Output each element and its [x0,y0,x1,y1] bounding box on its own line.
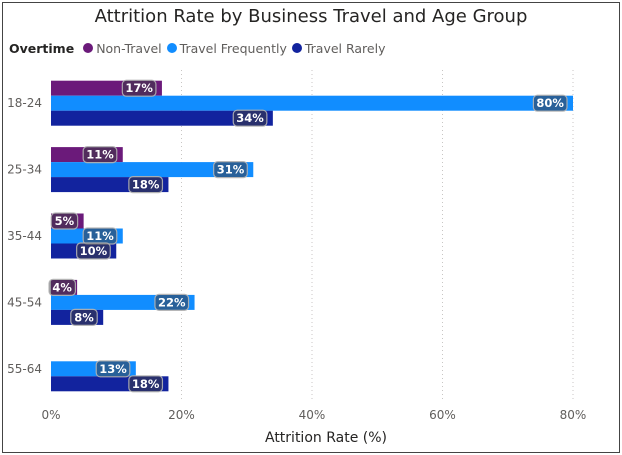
data-label: 18% [132,377,160,391]
data-label: 11% [86,229,114,243]
gridlines [181,70,574,402]
data-label-box [95,360,131,378]
data-label: 31% [217,163,245,177]
legend-dot-travel-frequently [166,43,177,53]
data-label-box [121,79,157,97]
x-tick-label: 80% [560,408,587,422]
data-labels: 17%80%34%11%31%18%5%11%10%4%22%8%13%18% [48,79,568,393]
data-label-box [48,278,76,296]
data-label-box [128,375,164,393]
data-label: 22% [158,295,186,309]
x-axis: 0% 20% 40% 60% 80% [41,408,586,422]
x-tick-label: 60% [429,408,456,422]
data-label-box [50,212,79,230]
data-label: 17% [125,81,153,95]
legend-item-travel-frequently[interactable]: Travel Frequently [166,40,287,56]
bar-travel-rarely-18-24[interactable] [51,110,273,126]
data-label: 18% [132,178,160,192]
x-tick-label: 20% [168,408,195,422]
data-label-box [532,94,568,112]
bars [51,80,573,392]
data-label: 8% [74,310,94,324]
legend-label-travel-frequently: Travel Frequently [179,40,287,56]
data-label-box [128,176,164,194]
data-label: 80% [536,96,564,110]
y-tick-label: 45-54 [7,295,42,309]
chart-title: Attrition Rate by Business Travel and Ag… [94,6,528,27]
y-tick-label: 25-34 [7,163,42,177]
y-axis: 18-24 25-34 35-44 45-54 55-64 [7,96,42,376]
legend-dot-non-travel [83,43,94,53]
y-tick-label: 35-44 [7,229,42,243]
x-tick-label: 40% [299,408,326,422]
legend-dot-travel-rarely [291,43,302,53]
data-label-box [213,161,248,179]
legend-item-non-travel[interactable]: Non-Travel [83,40,162,56]
legend-title: Overtime [9,40,75,56]
bar-travel-frequently-25-34[interactable] [51,162,254,178]
bar-travel-frequently-18-24[interactable] [51,95,573,111]
data-label: 34% [236,111,264,125]
data-label-box [76,242,111,260]
data-label: 10% [80,244,108,258]
data-label: 13% [99,362,127,376]
x-tick-label: 0% [41,408,60,422]
y-tick-label: 18-24 [7,96,42,110]
x-axis-title: Attrition Rate (%) [265,430,387,446]
data-label-box [232,109,268,127]
legend: Overtime Non-Travel Travel Frequently Tr… [9,40,391,56]
data-label: 5% [55,214,75,228]
data-label: 4% [52,280,72,294]
data-label: 11% [86,148,114,162]
legend-label-travel-rarely: Travel Rarely [304,40,386,56]
data-label-box [82,146,118,164]
data-label-box [70,308,98,326]
legend-item-travel-rarely[interactable]: Travel Rarely [291,40,386,56]
data-label-box [154,293,190,311]
y-tick-label: 55-64 [7,362,42,376]
legend-label-non-travel: Non-Travel [96,40,162,56]
